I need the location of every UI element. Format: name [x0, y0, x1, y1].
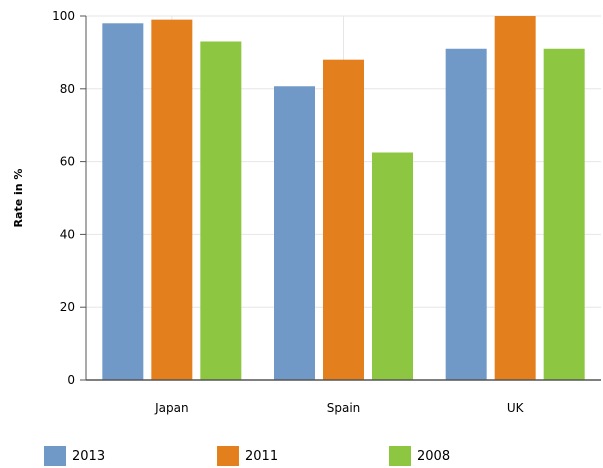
bar-2008-spain: [372, 152, 413, 380]
legend-swatch: [44, 446, 66, 466]
axes: [80, 15, 601, 381]
y-tick-label: 80: [60, 82, 75, 96]
bar-2013-japan: [102, 23, 144, 381]
bar-2011-spain: [323, 59, 364, 381]
x-tick-label: Spain: [327, 401, 361, 415]
y-axis-label: Rate in %: [12, 169, 25, 228]
bar-2008-uk: [543, 48, 585, 380]
legend-item: 2011: [217, 444, 278, 468]
legend: 2013 2011 2008: [0, 444, 603, 468]
bars: [102, 16, 585, 381]
legend-label: 2013: [72, 448, 106, 464]
y-tick-label: 20: [60, 300, 75, 314]
legend-label: 2011: [245, 448, 279, 464]
bar-2011-uk: [494, 16, 536, 380]
y-tick-label: 0: [67, 373, 75, 387]
bar-2008-japan: [200, 41, 242, 380]
legend-item: 2013: [44, 444, 105, 468]
bar-2013-spain: [274, 86, 315, 380]
bar-chart: 0 20 40 60 80 100 Japan Spain UK Rate in %: [12, 9, 601, 415]
y-tick-label: 100: [52, 9, 75, 23]
legend-swatch: [389, 446, 411, 466]
legend-swatch: [217, 446, 239, 466]
y-tick-label: 60: [60, 155, 75, 169]
y-tick-labels: 0 20 40 60 80 100: [52, 9, 75, 387]
bar-2011-japan: [151, 19, 193, 380]
legend-item: 2008: [389, 444, 450, 468]
bar-2013-uk: [445, 48, 487, 380]
x-tick-labels: Japan Spain UK: [154, 401, 525, 415]
legend-label: 2008: [417, 448, 451, 464]
y-tick-label: 40: [60, 227, 75, 241]
x-tick-label: Japan: [154, 401, 188, 415]
x-tick-label: UK: [507, 401, 525, 415]
